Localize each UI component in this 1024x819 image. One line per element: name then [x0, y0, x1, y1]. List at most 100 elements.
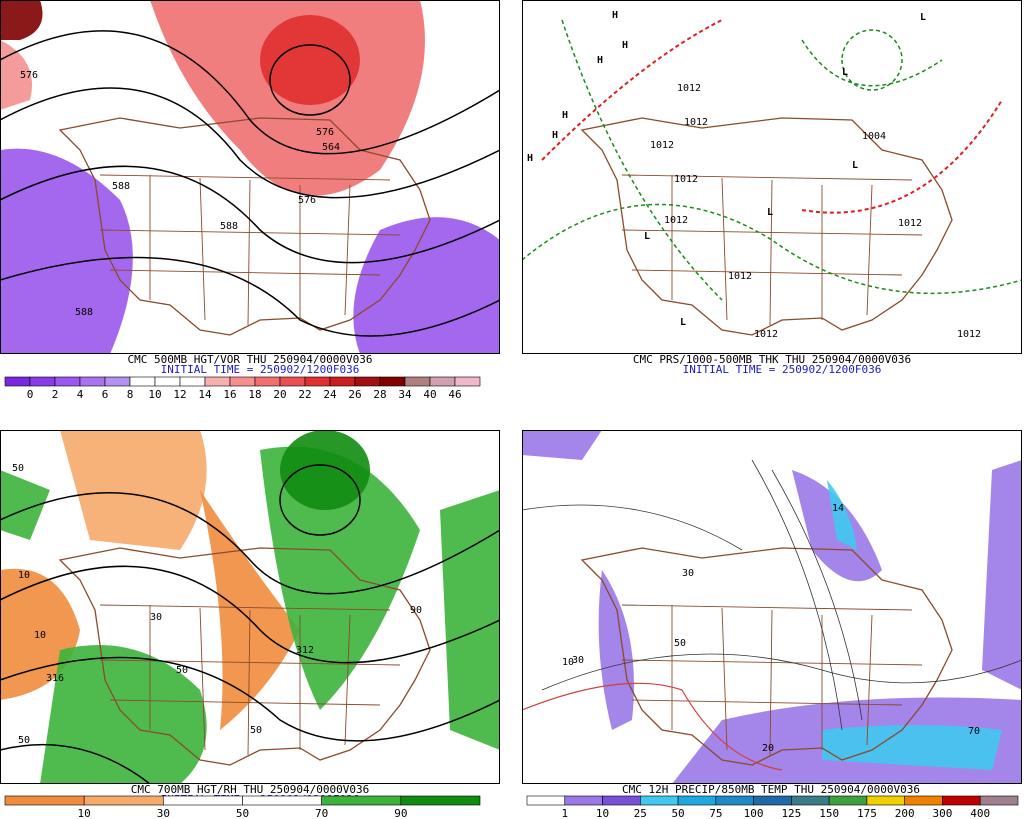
field-shading [0, 470, 50, 540]
colorbar-box [179, 376, 206, 387]
colorbar-box [404, 376, 431, 387]
contour-label: 588 [75, 307, 93, 318]
colorbar-label: 30 [157, 807, 170, 819]
colorbar-label: 75 [709, 807, 722, 819]
coastline [580, 547, 953, 766]
colorbar-label: 18 [248, 388, 261, 401]
contour-label: H [597, 55, 603, 66]
contour-line [0, 656, 500, 742]
colorbar-label: 100 [744, 807, 764, 819]
state-border [621, 604, 913, 611]
initial-time: INITIAL TIME = 250902/1200F036 [161, 363, 360, 376]
colorbar-box [83, 795, 164, 806]
contour-line [801, 39, 943, 87]
state-border [621, 174, 913, 181]
state-border [99, 659, 401, 666]
contour-label: 1012 [898, 218, 922, 229]
colorbar-box [279, 376, 306, 387]
contour-line [541, 653, 1022, 691]
colorbar-label: 0 [27, 388, 34, 401]
contour-label: 1012 [674, 174, 698, 185]
state-border [721, 607, 728, 751]
map-frame [0, 0, 500, 354]
contour-label: L [767, 207, 773, 218]
colorbar-box [54, 376, 81, 387]
colorbar-label: 10 [596, 807, 609, 819]
colorbar-box [379, 376, 406, 387]
contour-label: 10 [562, 657, 574, 668]
colorbar-label: 400 [970, 807, 990, 819]
contour-label: 30 [682, 568, 694, 579]
colorbar-box [429, 376, 456, 387]
state-border [631, 269, 903, 276]
contour-line [522, 504, 743, 551]
state-border [344, 614, 351, 746]
contour-label: L [842, 67, 848, 78]
colorbar-label: 10 [78, 807, 91, 819]
contour-label: 20 [762, 743, 774, 754]
colorbar-label: 16 [223, 388, 236, 401]
contour-line [0, 256, 500, 337]
colorbar-box [942, 795, 981, 806]
colorbar-label: 50 [671, 807, 684, 819]
colorbar-box [791, 795, 830, 806]
colorbar-box [400, 795, 481, 806]
colorbar-label: 26 [348, 388, 361, 401]
contour-label: 50 [18, 735, 30, 746]
contour-label: 1012 [728, 271, 752, 282]
contour-line [841, 29, 903, 91]
contour-label: H [552, 130, 558, 141]
map-frame [0, 430, 500, 784]
colorbar-label: 34 [398, 388, 412, 401]
colorbar-label: 25 [634, 807, 647, 819]
map-frame [522, 430, 1022, 784]
contour-label: 1012 [677, 83, 701, 94]
contour-label: 1012 [754, 329, 778, 340]
colorbar-box [242, 795, 322, 806]
colorbar-label: 22 [298, 388, 311, 401]
colorbar-box [979, 795, 1019, 806]
contour-label: 14 [832, 503, 844, 514]
contour-line [0, 492, 500, 595]
field-shading [598, 570, 634, 730]
state-border [721, 177, 728, 321]
colorbar-box [104, 376, 131, 387]
contour-label: 1012 [957, 329, 981, 340]
field-shading [260, 15, 360, 105]
contour-line [751, 459, 843, 731]
colorbar-box [29, 376, 56, 387]
initial-time: INITIAL TIME = 250902/1200F036 [683, 363, 882, 376]
field-shading [522, 430, 602, 460]
contour-label: 50 [176, 665, 188, 676]
colorbar-label: 8 [127, 388, 134, 401]
contour-label: 312 [296, 645, 314, 656]
colorbar-label: 28 [373, 388, 386, 401]
coastline [58, 117, 431, 336]
contour-line [0, 743, 151, 784]
map-background [522, 0, 1022, 354]
colorbar-label: 10 [148, 388, 161, 401]
contour-label: 50 [250, 725, 262, 736]
contour-line [0, 165, 500, 264]
map-panel: 576 588 564 576 588 588 576 CMC 500MB HGT/VOR T… [0, 0, 500, 401]
field-shading [353, 217, 500, 354]
contour-label: H [562, 110, 568, 121]
colorbar-box [229, 376, 256, 387]
colorbar-label: 46 [448, 388, 461, 401]
colorbar-box [715, 795, 754, 806]
state-border [99, 229, 401, 236]
state-border [621, 659, 923, 666]
contour-label: 1012 [664, 215, 688, 226]
map-area: HHHHHHLLLLLL1012101210121012101210041012… [522, 0, 1022, 354]
colorbar-label: 150 [819, 807, 839, 819]
map-area: 30 14 30 50 70 10 20 [522, 430, 1022, 784]
colorbar-label: 24 [323, 388, 337, 401]
contour-line [0, 565, 500, 664]
map-caption: CMC 700MB HGT/RH THU 250904/0000V036 [131, 783, 369, 796]
map-frame [522, 0, 1022, 354]
state-border [631, 699, 903, 706]
state-border [769, 609, 773, 756]
colorbar-label: 90 [394, 807, 407, 819]
colorbar-box [329, 376, 356, 387]
state-border [199, 177, 206, 321]
